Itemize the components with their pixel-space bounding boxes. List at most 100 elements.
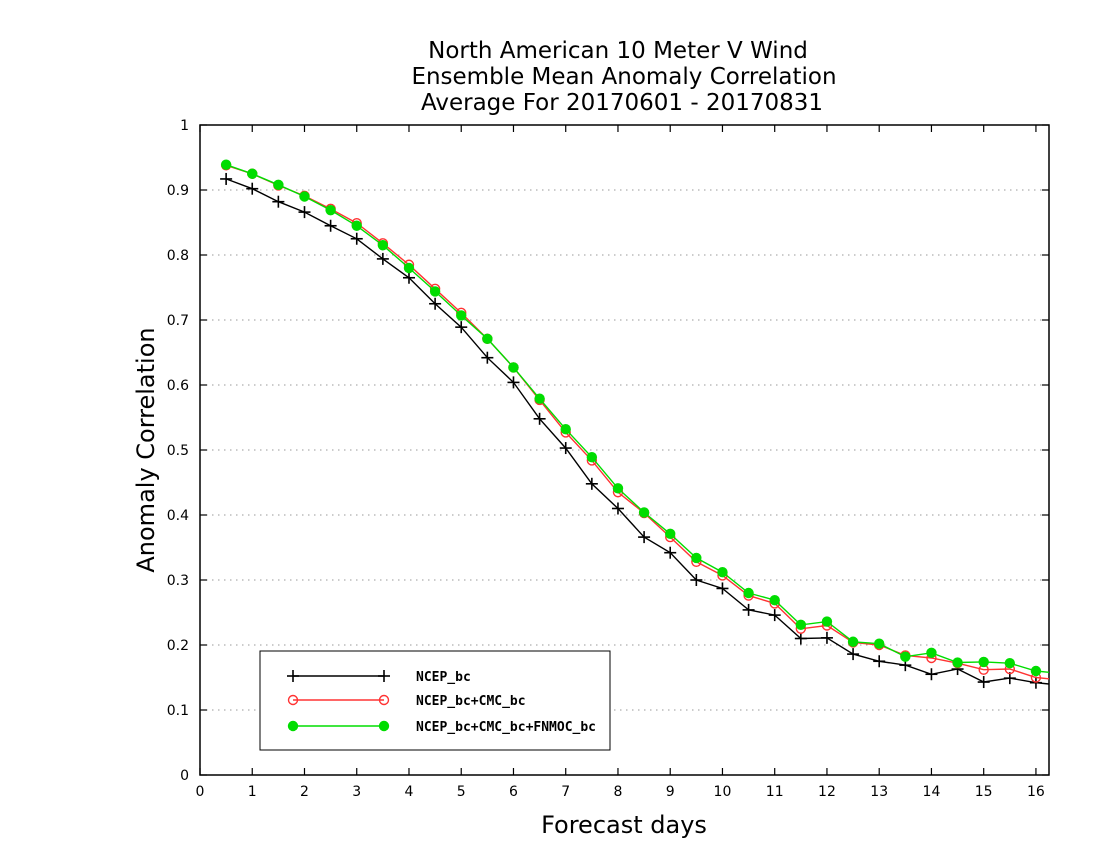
series-1-point: [1029, 676, 1042, 689]
series-1-point: [429, 297, 442, 310]
chart-title-line-3: Average For 20170601 - 20170831: [421, 90, 823, 116]
series-1-point: [533, 412, 546, 425]
legend-marker: [378, 694, 390, 706]
series-3-line: [225, 164, 1050, 673]
y-tick-label: 0.6: [167, 378, 189, 394]
chart-title-line-2: Ensemble Mean Anomaly Correlation: [411, 64, 836, 90]
series-3-point: [560, 424, 571, 435]
y-tick-label: 0.5: [167, 443, 189, 459]
series-2-line: [225, 164, 1050, 680]
series-1-point: [376, 252, 389, 265]
x-tick-label: 8: [614, 784, 623, 800]
series-1-point: [873, 655, 886, 668]
y-tick-label: 0.7: [167, 313, 189, 329]
y-tick-label: 0.2: [167, 638, 189, 654]
series-3-point: [821, 616, 833, 627]
series-3-point: [638, 507, 650, 518]
series-3: [220, 159, 1050, 677]
y-tick-label: 0: [180, 768, 189, 784]
series-3-point: [247, 168, 258, 179]
x-tick-label: 15: [975, 784, 993, 800]
legend-item-2: NCEP_bc+CMC_bc: [287, 694, 526, 709]
series-1-point: [611, 502, 624, 515]
series-3-point: [978, 656, 989, 668]
series-3-point: [429, 286, 441, 297]
x-tick-label: 14: [923, 784, 941, 800]
series-1-point: [794, 632, 807, 645]
legend-marker: [287, 720, 299, 732]
series-1-point: [690, 574, 703, 586]
series-3-point: [1004, 658, 1016, 669]
gridlines: [200, 189, 1049, 711]
x-tick-label: 6: [509, 784, 518, 800]
y-tick-label: 0.3: [167, 573, 189, 589]
series-1-point: [455, 321, 468, 334]
x-tick-label: 16: [1027, 784, 1045, 800]
x-tick-label: 11: [766, 784, 784, 800]
x-tick-label: 1: [248, 784, 257, 800]
series-3-point: [325, 204, 336, 216]
series-3-point: [795, 619, 807, 631]
series-1-point: [507, 376, 520, 389]
series-1-point: [481, 351, 494, 364]
series-3-point: [508, 362, 519, 373]
series-1-point: [272, 195, 285, 208]
series-3-point: [743, 587, 754, 599]
series-1-line: [225, 178, 1050, 685]
series-3-point: [847, 636, 859, 647]
series-2: [220, 160, 1050, 683]
series-1-point: [664, 546, 677, 559]
series-3-point: [456, 310, 467, 321]
series-3-point: [926, 647, 937, 658]
x-tick-label: 9: [666, 784, 675, 800]
y-tick-label: 0.9: [167, 183, 189, 199]
chart-title-line-1: North American 10 Meter V Wind: [428, 38, 808, 64]
legend-marker: [287, 670, 299, 682]
series-1-point: [742, 603, 755, 616]
legend-marker: [287, 694, 299, 706]
series-lines: [220, 159, 1050, 689]
legend-marker: [378, 720, 390, 732]
series-1-point: [324, 219, 337, 232]
series-1-point: [768, 609, 781, 622]
series-3-point: [769, 594, 780, 606]
legend-label: NCEP_bc+CMC_bc: [416, 694, 526, 709]
series-1-point: [716, 582, 729, 595]
x-axis-label: Forecast days: [541, 811, 707, 839]
series-3-point: [952, 657, 963, 668]
series-3-point: [874, 638, 885, 649]
series-3-point: [534, 393, 545, 404]
x-tick-label: 2: [300, 784, 309, 800]
y-tick-label: 1: [180, 118, 189, 134]
y-tick-label: 0.1: [167, 703, 189, 719]
series-3-point: [612, 483, 624, 494]
series-1-point: [402, 271, 415, 284]
series-3-point: [220, 159, 232, 170]
y-axis-label: Anomaly Correlation: [132, 327, 160, 572]
y-tick-label: 0.4: [167, 508, 189, 524]
series-3-point: [299, 191, 310, 202]
legend-label: NCEP_bc: [416, 670, 471, 685]
series-1-point: [977, 676, 990, 689]
series-1-point: [350, 232, 363, 245]
legend-marker: [378, 670, 390, 682]
x-axis-ticks: 0 1 2 3 4 5 6 7 8 9 10 11 12 13 14 15 16: [196, 125, 1045, 800]
series-3-point: [351, 220, 362, 231]
series-3-point: [691, 552, 702, 564]
legend-item-1: NCEP_bc: [287, 670, 471, 685]
legend: NCEP_bc NCEP_bc+CMC_bc NCEP_bc+CMC_bc+FNMO…: [259, 650, 611, 751]
series-3-point: [482, 333, 493, 345]
series-3-point: [377, 240, 389, 251]
x-tick-label: 0: [196, 784, 205, 800]
y-axis-ticks: 0 0.1 0.2 0.3 0.4 0.5 0.6 0.7 0.8 0.9 1: [167, 118, 1049, 784]
series-1-point: [298, 206, 311, 219]
series-3-point: [900, 651, 911, 662]
series-3-point: [717, 567, 728, 578]
series-1: [220, 172, 1050, 689]
x-tick-label: 12: [818, 784, 836, 800]
series-1-point: [925, 668, 938, 681]
series-1-point: [246, 182, 259, 195]
legend-item-3: NCEP_bc+CMC_bc+FNMOC_bc: [287, 720, 596, 735]
legend-label: NCEP_bc+CMC_bc+FNMOC_bc: [416, 720, 596, 735]
x-tick-label: 13: [870, 784, 888, 800]
